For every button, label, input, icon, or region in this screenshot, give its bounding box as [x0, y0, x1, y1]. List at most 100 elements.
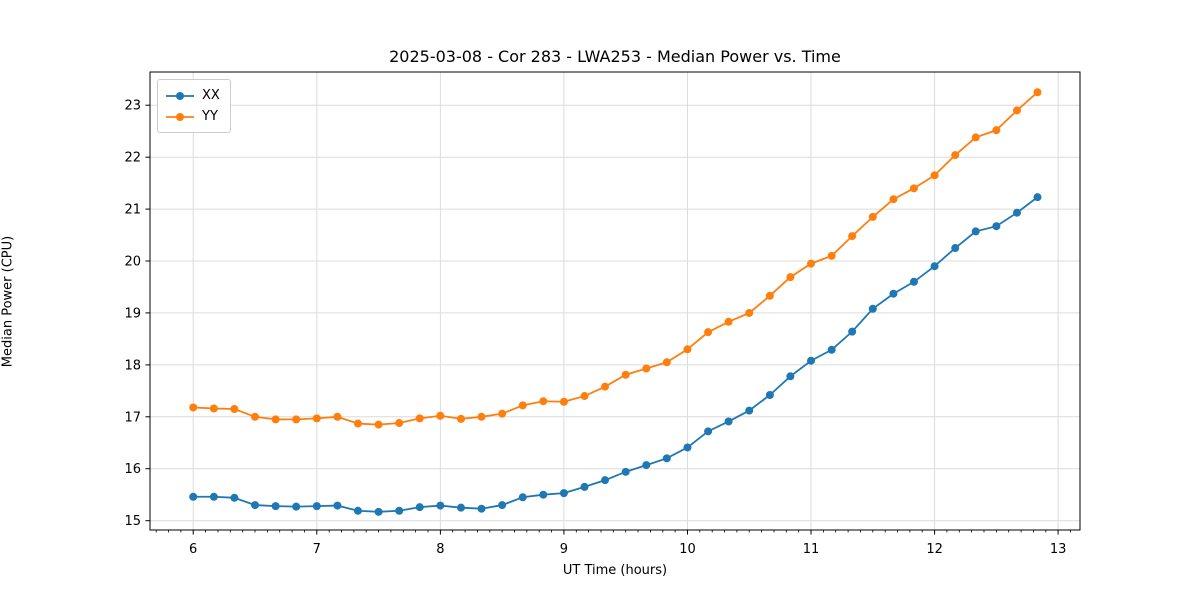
- data-point: [518, 401, 527, 410]
- y-tick-label: 20: [124, 255, 141, 270]
- data-point: [395, 506, 404, 515]
- data-point: [868, 304, 877, 313]
- data-point: [786, 273, 795, 282]
- data-point: [292, 415, 301, 424]
- legend-item: YY: [165, 106, 220, 127]
- data-point: [312, 502, 321, 511]
- y-tick-label: 23: [124, 99, 141, 114]
- y-tick-label: 17: [124, 410, 141, 425]
- gridlines: [150, 72, 1080, 530]
- data-point: [1012, 208, 1021, 217]
- data-point: [971, 133, 980, 142]
- data-point: [559, 489, 568, 498]
- legend-line-marker-icon: [166, 91, 194, 100]
- data-point: [662, 358, 671, 367]
- data-point: [1033, 88, 1042, 97]
- data-point: [436, 501, 445, 510]
- data-point: [498, 409, 507, 418]
- legend-item-label: XX: [202, 88, 220, 103]
- data-point: [580, 482, 589, 491]
- data-point: [395, 419, 404, 428]
- data-point: [724, 317, 733, 326]
- data-point: [745, 406, 754, 415]
- data-point: [518, 493, 527, 502]
- data-point: [230, 405, 239, 414]
- data-point: [189, 403, 198, 412]
- data-point: [271, 415, 280, 424]
- data-point: [951, 244, 960, 253]
- data-point: [436, 411, 445, 420]
- data-point: [209, 404, 218, 413]
- y-tick-label: 15: [124, 514, 141, 529]
- data-point: [230, 493, 239, 502]
- data-point: [251, 501, 260, 510]
- data-point: [415, 503, 424, 512]
- data-point: [868, 212, 877, 221]
- chart-title: 2025-03-08 - Cor 283 - LWA253 - Median P…: [389, 47, 841, 66]
- data-point: [765, 291, 774, 300]
- data-point: [456, 414, 465, 423]
- x-tick-label: 8: [436, 542, 444, 557]
- data-point: [189, 492, 198, 501]
- data-point: [353, 419, 362, 428]
- y-tick-label: 16: [124, 462, 141, 477]
- data-point: [601, 476, 610, 485]
- data-point: [312, 414, 321, 423]
- data-point: [374, 507, 383, 516]
- data-point: [765, 390, 774, 399]
- data-point: [539, 397, 548, 406]
- data-point: [477, 412, 486, 421]
- data-point: [971, 227, 980, 236]
- data-point: [683, 443, 692, 452]
- y-tick-label: 21: [124, 203, 141, 218]
- x-tick-label: 13: [1050, 542, 1067, 557]
- data-point: [601, 382, 610, 391]
- data-point: [807, 259, 816, 268]
- data-point: [992, 126, 1001, 135]
- data-point: [1033, 193, 1042, 202]
- data-point: [930, 262, 939, 271]
- data-point: [827, 345, 836, 354]
- data-point: [271, 502, 280, 511]
- legend-item: XX: [165, 85, 220, 106]
- data-point: [683, 345, 692, 354]
- data-point: [662, 454, 671, 463]
- data-point: [909, 184, 918, 193]
- y-tick-label: 22: [124, 151, 141, 166]
- x-axis-label: UT Time (hours): [562, 563, 668, 578]
- y-tick-label: 18: [124, 358, 141, 373]
- data-point: [992, 222, 1001, 231]
- data-point: [704, 328, 713, 337]
- y-tick-label: 19: [124, 306, 141, 321]
- data-point: [333, 501, 342, 510]
- x-tick-label: 6: [189, 542, 197, 557]
- legend: XX YY: [157, 79, 231, 133]
- plot-border: [149, 71, 1081, 531]
- x-tick-label: 12: [926, 542, 943, 557]
- x-tick-label: 11: [803, 542, 820, 557]
- data-point: [415, 414, 424, 423]
- data-point: [889, 289, 898, 298]
- data-point: [786, 372, 795, 381]
- data-point: [374, 420, 383, 429]
- data-point: [889, 195, 898, 204]
- data-point: [292, 502, 301, 511]
- data-point: [848, 232, 857, 241]
- data-point: [621, 370, 630, 379]
- data-point: [745, 308, 754, 317]
- data-point: [209, 492, 218, 501]
- data-point: [827, 251, 836, 260]
- data-point: [580, 392, 589, 401]
- x-tick-label: 9: [560, 542, 568, 557]
- data-point: [848, 327, 857, 336]
- data-point: [951, 151, 960, 160]
- legend-item-label: YY: [202, 109, 218, 124]
- data-point: [539, 490, 548, 499]
- data-point: [353, 506, 362, 515]
- series-YY: [189, 88, 1042, 429]
- data-point: [642, 364, 651, 373]
- data-point: [251, 412, 260, 421]
- data-point: [930, 171, 939, 180]
- data-point: [621, 467, 630, 476]
